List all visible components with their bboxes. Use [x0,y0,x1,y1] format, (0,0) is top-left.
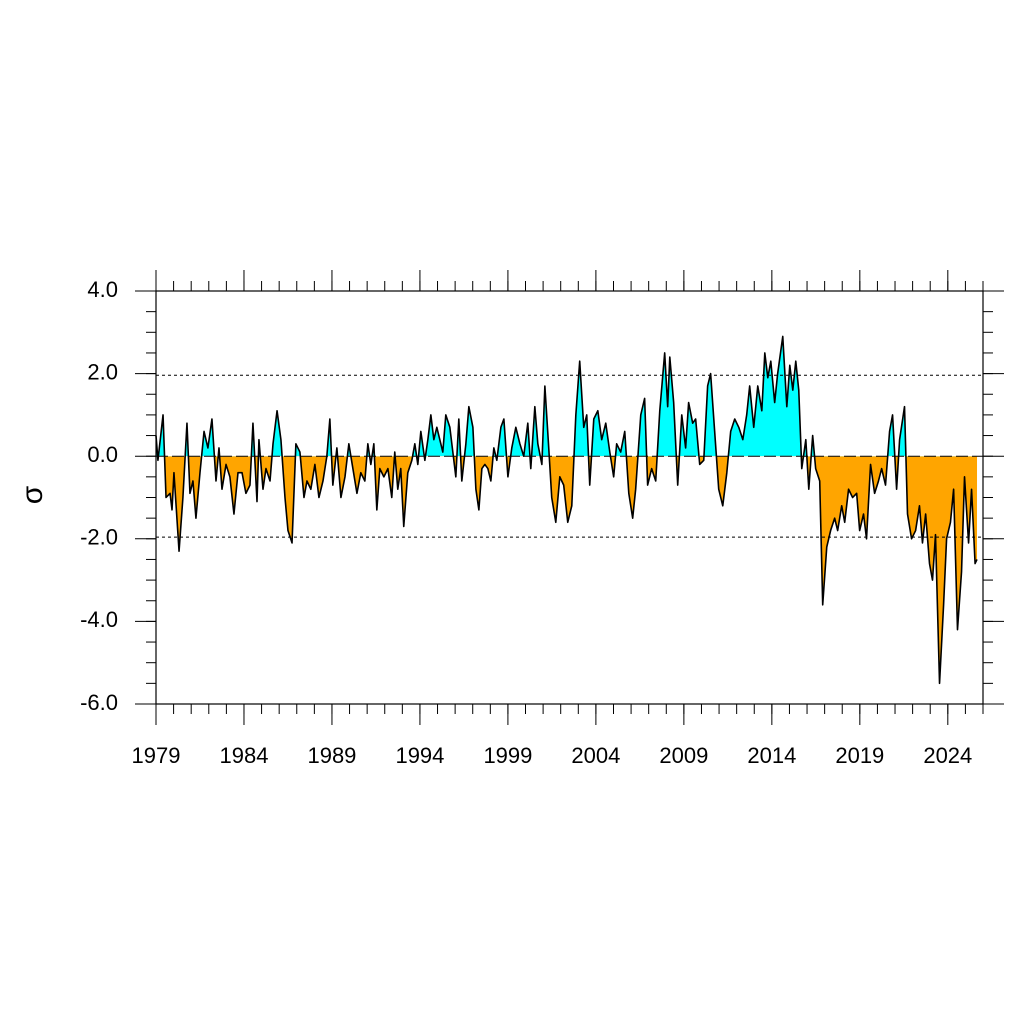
x-tick-label: 2009 [659,743,708,768]
y-tick-label: 0.0 [87,442,118,467]
y-tick-label: -6.0 [80,690,118,715]
x-tick-label: 1989 [307,743,356,768]
series-line [155,335,978,685]
x-tick-label: 1984 [220,743,269,768]
negative-area [157,456,978,684]
x-tick-label: 2004 [571,743,620,768]
y-tick-label: -2.0 [80,525,118,550]
x-tick-label: 1979 [132,743,181,768]
y-tick-label: 4.0 [87,277,118,302]
y-axis-label: σ [16,485,49,504]
y-tick-label: -4.0 [80,607,118,632]
x-tick-label: 2024 [923,743,972,768]
x-tick-label: 1994 [395,743,444,768]
x-tick-label: 2014 [747,743,796,768]
x-tick-label: 2019 [835,743,884,768]
x-tick-label: 1999 [483,743,532,768]
y-tick-label: 2.0 [87,359,118,384]
